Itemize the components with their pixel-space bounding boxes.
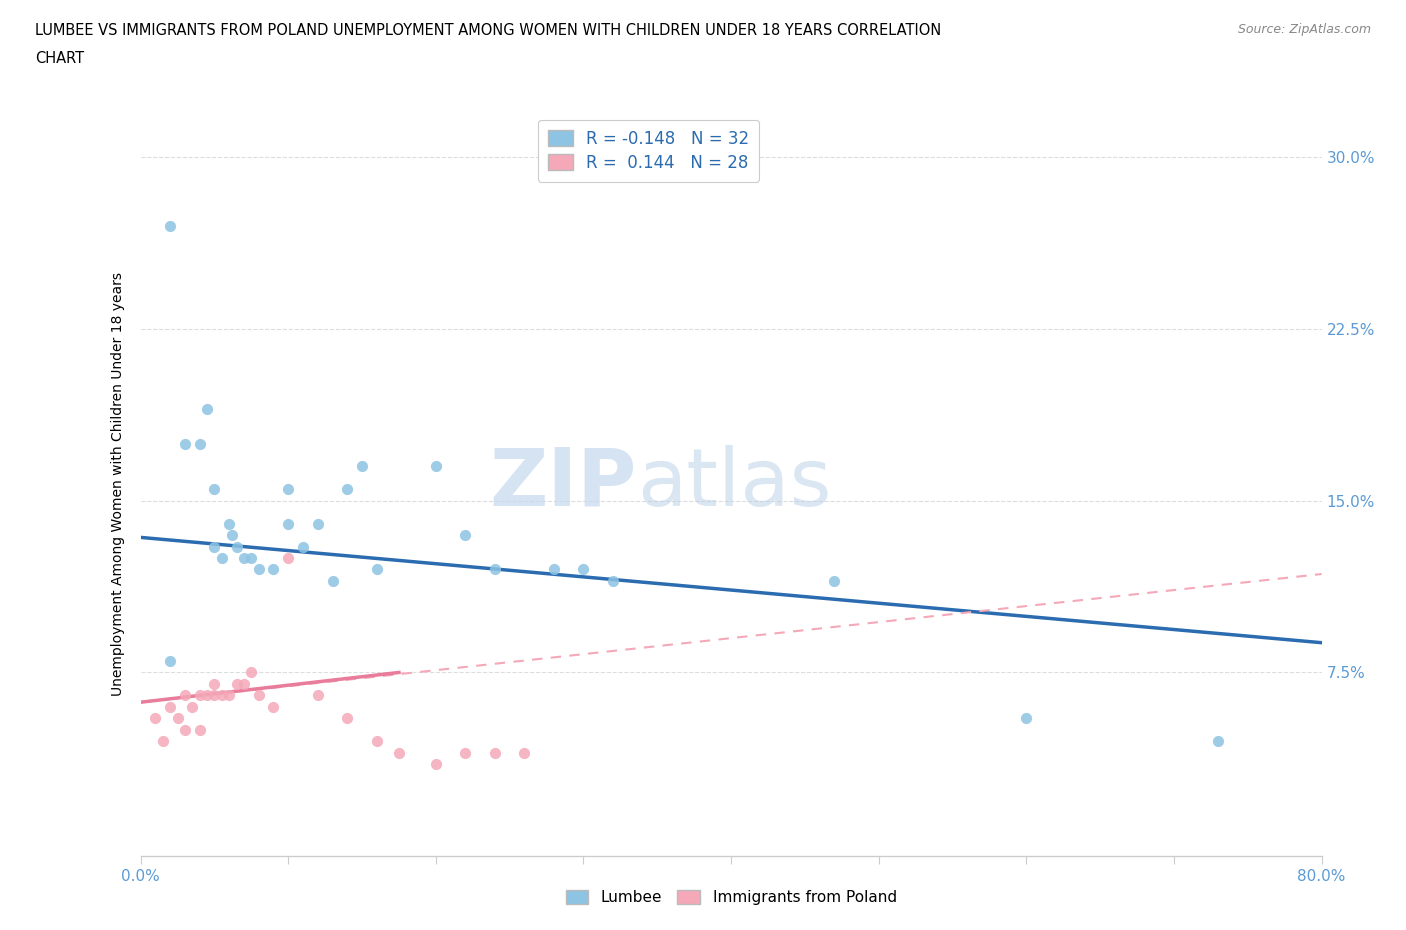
Point: [159, 219, 181, 233]
Point: [454, 745, 477, 760]
Point: [292, 539, 315, 554]
Point: [572, 562, 595, 577]
Point: [484, 562, 506, 577]
Point: [277, 482, 299, 497]
Text: CHART: CHART: [35, 51, 84, 66]
Point: [454, 527, 477, 542]
Point: [262, 562, 284, 577]
Point: [159, 654, 181, 669]
Point: [225, 539, 247, 554]
Point: [321, 574, 344, 589]
Point: [247, 562, 270, 577]
Point: [202, 539, 225, 554]
Point: [307, 516, 329, 531]
Point: [233, 551, 256, 565]
Point: [824, 574, 846, 589]
Point: [366, 562, 388, 577]
Point: [174, 688, 197, 703]
Point: [247, 688, 270, 703]
Point: [1015, 711, 1038, 725]
Point: [425, 459, 447, 474]
Point: [336, 482, 359, 497]
Point: [174, 723, 197, 737]
Point: [202, 482, 225, 497]
Point: [602, 574, 624, 589]
Text: ZIP: ZIP: [489, 445, 637, 523]
Point: [202, 676, 225, 691]
Point: [352, 459, 374, 474]
Text: Source: ZipAtlas.com: Source: ZipAtlas.com: [1237, 23, 1371, 36]
Point: [366, 734, 388, 749]
Point: [277, 551, 299, 565]
Point: [221, 527, 243, 542]
Point: [425, 757, 447, 772]
Point: [388, 745, 411, 760]
Point: [211, 551, 233, 565]
Legend: Lumbee, Immigrants from Poland: Lumbee, Immigrants from Poland: [560, 884, 903, 911]
Point: [188, 688, 211, 703]
Point: [225, 676, 247, 691]
Point: [174, 436, 197, 451]
Point: [211, 688, 233, 703]
Point: [195, 402, 218, 417]
Point: [277, 516, 299, 531]
Point: [262, 699, 284, 714]
Point: [195, 688, 218, 703]
Point: [181, 699, 204, 714]
Point: [240, 551, 263, 565]
Point: [145, 711, 166, 725]
Point: [218, 516, 240, 531]
Point: [240, 665, 263, 680]
Point: [166, 711, 188, 725]
Point: [159, 699, 181, 714]
Point: [336, 711, 359, 725]
Point: [202, 688, 225, 703]
Point: [152, 734, 174, 749]
Y-axis label: Unemployment Among Women with Children Under 18 years: Unemployment Among Women with Children U…: [111, 272, 125, 696]
Point: [513, 745, 536, 760]
Point: [543, 562, 565, 577]
Point: [1206, 734, 1229, 749]
Point: [218, 688, 240, 703]
Point: [307, 688, 329, 703]
Point: [484, 745, 506, 760]
Point: [188, 436, 211, 451]
Text: atlas: atlas: [637, 445, 831, 523]
Point: [233, 676, 256, 691]
Text: LUMBEE VS IMMIGRANTS FROM POLAND UNEMPLOYMENT AMONG WOMEN WITH CHILDREN UNDER 18: LUMBEE VS IMMIGRANTS FROM POLAND UNEMPLO…: [35, 23, 942, 38]
Point: [188, 723, 211, 737]
